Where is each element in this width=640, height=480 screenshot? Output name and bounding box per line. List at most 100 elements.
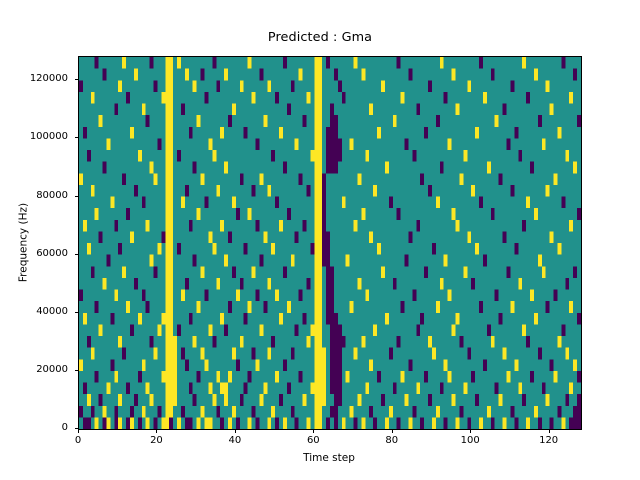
heatmap-cell xyxy=(220,126,225,139)
heatmap-cell xyxy=(141,103,146,116)
heatmap-cell xyxy=(318,150,323,162)
heatmap-cell xyxy=(306,336,311,348)
heatmap-cell xyxy=(192,254,197,267)
heatmap-cell xyxy=(188,417,193,429)
heatmap-cell xyxy=(353,417,358,429)
heatmap-cell xyxy=(322,382,327,395)
heatmap-cell xyxy=(467,417,472,429)
heatmap-cell xyxy=(314,382,319,395)
heatmap-cell xyxy=(212,336,217,348)
heatmap-cell xyxy=(545,80,550,92)
heatmap-cell xyxy=(165,184,170,197)
heatmap-cell xyxy=(459,173,464,185)
heatmap-cell xyxy=(322,243,327,255)
y-tick-label: 120000 xyxy=(29,73,68,85)
heatmap-cell xyxy=(443,417,448,429)
heatmap-cell xyxy=(294,138,299,150)
heatmap-cell xyxy=(141,196,146,209)
heatmap-cell xyxy=(200,405,205,418)
heatmap-cell xyxy=(357,277,362,290)
heatmap-cell xyxy=(326,254,330,267)
heatmap-cell xyxy=(82,417,87,429)
heatmap-cell xyxy=(200,68,205,81)
heatmap-cell xyxy=(165,80,170,92)
heatmap-cell xyxy=(573,266,578,278)
heatmap-cell xyxy=(326,150,330,162)
heatmap-cell xyxy=(463,266,468,278)
heatmap-cell xyxy=(482,359,487,371)
heatmap-cell xyxy=(447,138,452,150)
heatmap-cell xyxy=(377,370,381,383)
heatmap-cell xyxy=(294,324,299,336)
heatmap-cell xyxy=(318,405,323,418)
heatmap-cell xyxy=(451,324,456,336)
heatmap-cell xyxy=(161,370,166,383)
y-tick-label: 0 xyxy=(61,422,68,433)
heatmap-cell xyxy=(94,57,99,69)
heatmap-cell xyxy=(180,405,185,418)
heatmap-cell xyxy=(447,370,452,383)
heatmap-cell xyxy=(318,243,323,255)
heatmap-cell xyxy=(557,126,562,139)
heatmap-cell xyxy=(428,336,432,348)
heatmap-cell xyxy=(412,150,417,162)
heatmap-cell xyxy=(126,301,130,313)
heatmap-cell xyxy=(514,359,519,371)
heatmap-cell xyxy=(173,382,178,395)
heatmap-cell xyxy=(243,243,248,255)
heatmap-cell xyxy=(310,324,315,336)
heatmap-cell xyxy=(330,150,334,162)
heatmap-cell xyxy=(326,243,330,255)
heatmap-cell xyxy=(333,324,338,336)
heatmap-cell xyxy=(314,103,319,116)
heatmap-cell xyxy=(337,382,342,395)
heatmap-cell xyxy=(330,103,334,116)
x-axis-label: Time step xyxy=(303,452,355,464)
heatmap-cell xyxy=(122,57,127,69)
heatmap-cell xyxy=(165,359,170,371)
heatmap-cell xyxy=(169,359,174,371)
heatmap-cell xyxy=(251,184,256,197)
heatmap-cell xyxy=(126,382,130,395)
heatmap-cell xyxy=(498,394,503,406)
heatmap-cell xyxy=(475,243,480,255)
heatmap-cell xyxy=(251,347,256,360)
heatmap-cell xyxy=(459,405,464,418)
heatmap-cell xyxy=(318,219,323,232)
heatmap-cell xyxy=(318,103,323,116)
heatmap-cell xyxy=(447,289,452,302)
heatmap-cell xyxy=(224,324,229,336)
heatmap-cell xyxy=(224,394,229,406)
heatmap-cell xyxy=(290,347,295,360)
heatmap-cell xyxy=(165,394,170,406)
heatmap-cell xyxy=(129,126,134,139)
heatmap-cell xyxy=(490,417,495,429)
heatmap-cell xyxy=(169,161,174,174)
heatmap-cell xyxy=(149,57,154,69)
heatmap-cell xyxy=(330,266,334,278)
heatmap-cell xyxy=(318,184,323,197)
heatmap-cell xyxy=(530,370,534,383)
heatmap-cell xyxy=(133,68,138,81)
x-tick-label: 40 xyxy=(228,435,242,446)
heatmap-cell xyxy=(247,370,252,383)
heatmap-cell xyxy=(126,208,130,220)
heatmap-cell xyxy=(326,312,330,325)
heatmap-cell xyxy=(479,196,483,209)
heatmap-cell xyxy=(341,91,346,104)
heatmap-cell xyxy=(380,266,385,278)
heatmap-cell xyxy=(553,173,558,185)
heatmap-cell xyxy=(235,289,240,302)
heatmap-cell xyxy=(196,208,201,220)
heatmap-cell xyxy=(486,161,491,174)
heatmap-cell xyxy=(165,382,170,395)
heatmap-cell xyxy=(133,184,138,197)
heatmap-cell xyxy=(380,394,385,406)
heatmap-cell xyxy=(322,208,327,220)
heatmap-cell xyxy=(330,336,334,348)
heatmap-cell xyxy=(169,231,174,243)
heatmap-cell xyxy=(173,347,178,360)
heatmap-cell xyxy=(302,312,307,325)
heatmap-cell xyxy=(506,138,511,150)
heatmap-cell xyxy=(231,266,236,278)
